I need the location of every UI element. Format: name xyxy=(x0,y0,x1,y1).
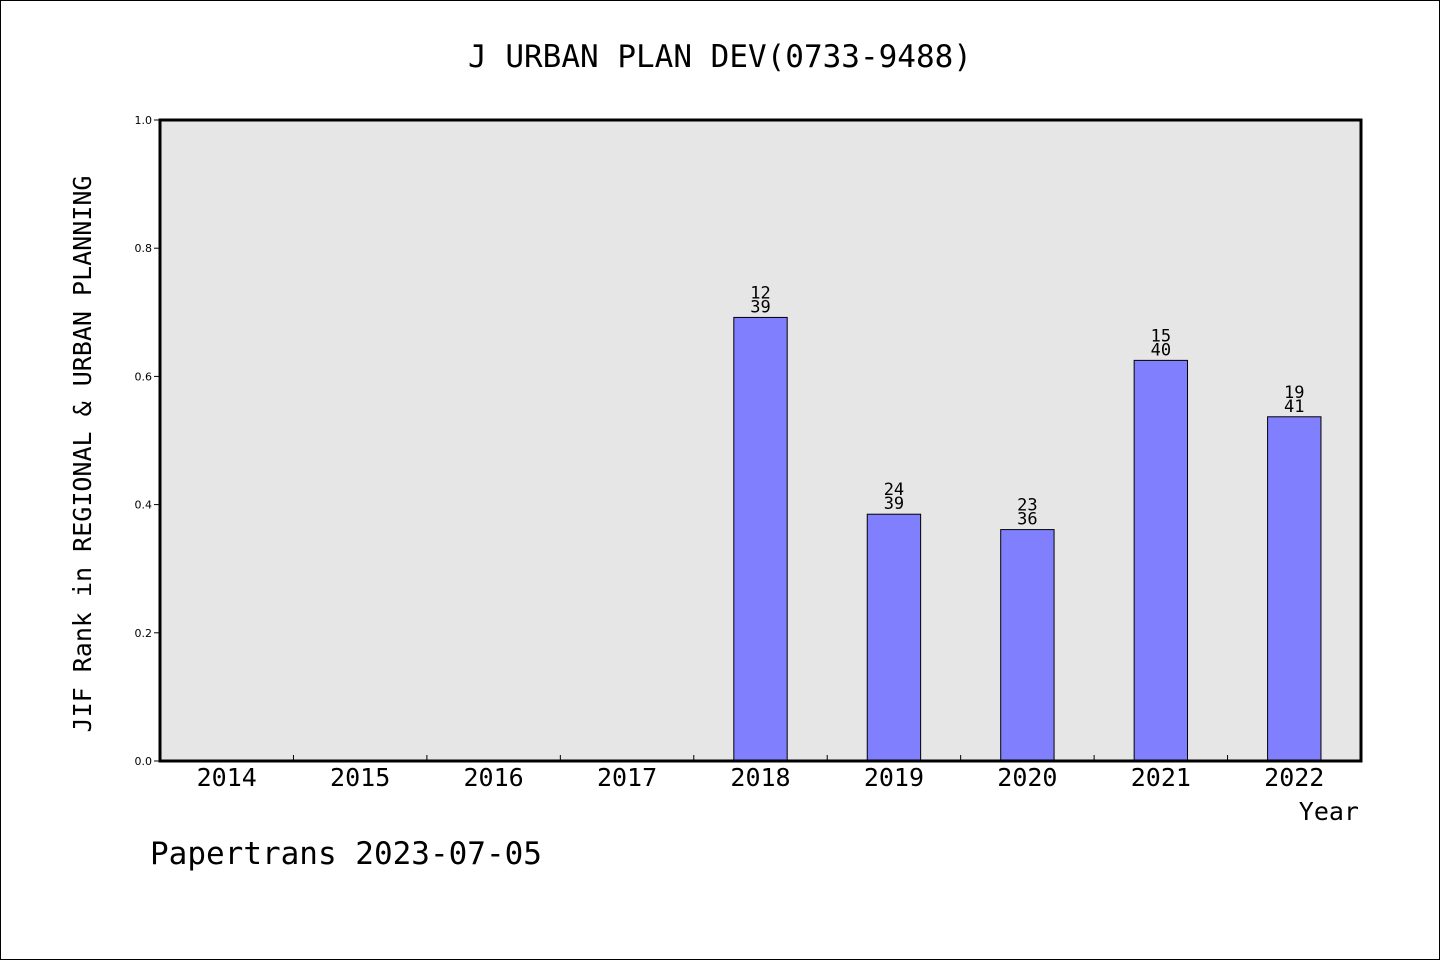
bar-2018 xyxy=(733,316,788,762)
y-tick-label: 0.8 xyxy=(135,242,153,255)
y-tick-label: 0.6 xyxy=(135,370,153,383)
bar-rank-label: 12 xyxy=(750,283,770,303)
bar-rank-label: 24 xyxy=(884,480,904,500)
bar-total-label: 39 xyxy=(884,494,904,514)
bar-total-label: 41 xyxy=(1284,397,1304,417)
y-tick-label: 0.2 xyxy=(135,627,153,640)
x-tick-label: 2015 xyxy=(330,763,390,792)
y-tick-label: 1.0 xyxy=(135,114,153,127)
x-tick-label: 2020 xyxy=(997,763,1057,792)
x-tick-label: 2022 xyxy=(1264,763,1324,792)
bar-total-label: 36 xyxy=(1017,510,1037,530)
bar-rank-label: 19 xyxy=(1284,383,1304,403)
bar-2022 xyxy=(1267,416,1322,762)
x-tick-label: 2019 xyxy=(864,763,924,792)
bar-total-label: 39 xyxy=(750,297,770,317)
bar-2020 xyxy=(1000,529,1055,762)
bar-rank-label: 15 xyxy=(1151,326,1171,346)
plot-border xyxy=(158,118,1363,763)
x-tick-label: 2021 xyxy=(1131,763,1191,792)
bar-2021 xyxy=(1133,359,1189,762)
x-axis-label: Year xyxy=(1299,797,1359,826)
bar-2019 xyxy=(866,513,922,762)
x-tick-label: 2016 xyxy=(464,763,524,792)
x-tick-label: 2017 xyxy=(597,763,657,792)
x-tick-label: 2018 xyxy=(730,763,790,792)
x-tick-label: 2014 xyxy=(197,763,257,792)
y-tick-label: 0.4 xyxy=(135,499,153,512)
bar-total-label: 40 xyxy=(1151,340,1171,360)
chart-title: J URBAN PLAN DEV(0733-9488) xyxy=(468,39,972,75)
bar-rank-label: 23 xyxy=(1017,496,1037,516)
y-tick-label: 0.0 xyxy=(135,755,153,768)
footer-credit: Papertrans 2023-07-05 xyxy=(150,836,542,872)
y-axis-label: JIF Rank in REGIONAL & URBAN PLANNING xyxy=(68,176,97,733)
